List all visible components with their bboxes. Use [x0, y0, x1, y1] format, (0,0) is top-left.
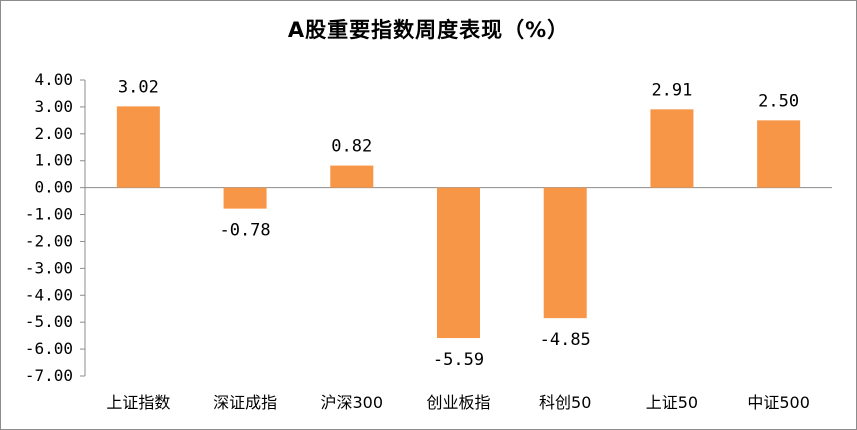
- category-label: 科创50: [539, 393, 591, 412]
- y-tick-label: -7.00: [25, 366, 73, 385]
- category-label: 中证500: [747, 393, 810, 412]
- y-tick-label: 1.00: [34, 151, 73, 170]
- category-label: 上证50: [646, 393, 698, 412]
- y-tick-label: 0.00: [34, 178, 73, 197]
- y-tick-label: -6.00: [25, 339, 73, 358]
- category-label: 深证成指: [213, 393, 277, 412]
- y-tick-label: 4.00: [34, 70, 73, 89]
- category-label: 创业板指: [426, 393, 490, 412]
- bar: [437, 187, 480, 339]
- bar: [650, 109, 694, 188]
- chart-title: A股重要指数周度表现（%）: [287, 18, 570, 42]
- y-tick-label: -5.00: [25, 312, 73, 331]
- data-label: 3.02: [118, 77, 159, 97]
- y-tick-label: 2.00: [34, 124, 73, 143]
- bar: [543, 187, 587, 319]
- bar: [116, 106, 160, 188]
- category-label: 上证指数: [106, 393, 170, 412]
- bar: [757, 120, 801, 188]
- bar: [223, 187, 267, 209]
- y-tick-label: -2.00: [25, 231, 73, 250]
- category-label: 沪深300: [321, 393, 384, 412]
- data-label: -5.59: [433, 350, 484, 370]
- data-label: -4.85: [540, 330, 591, 350]
- data-label: 2.91: [651, 80, 692, 100]
- y-tick-label: -3.00: [25, 258, 73, 277]
- y-tick-label: -1.00: [25, 205, 73, 224]
- data-label: 2.50: [758, 91, 799, 111]
- y-tick-label: -4.00: [25, 285, 73, 304]
- data-label: -0.78: [219, 221, 270, 241]
- y-tick-label: 3.00: [34, 97, 73, 116]
- data-label: 0.82: [331, 137, 372, 157]
- bar: [330, 165, 374, 188]
